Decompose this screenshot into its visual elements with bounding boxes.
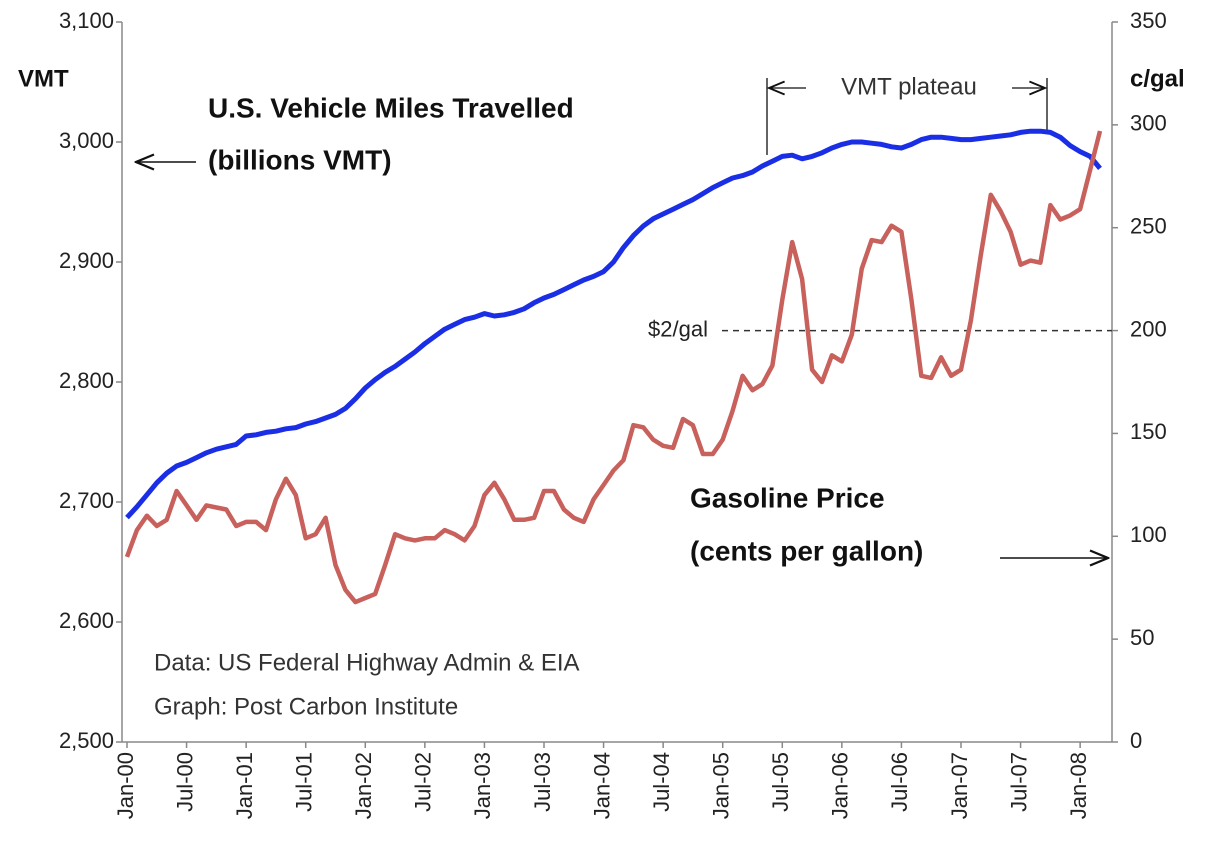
x-tick-label: Jan-01 [232,752,257,819]
y2-tick-label: 100 [1130,522,1167,547]
price-subtitle: (cents per gallon) [690,535,923,566]
credit-note: Graph: Post Carbon Institute [154,693,458,720]
price-title: Gasoline Price [690,482,885,513]
y2-tick-label: 200 [1130,316,1167,341]
x-tick-label: Jan-00 [113,752,138,819]
series-line [124,130,1103,605]
x-tick-label: Jan-02 [351,752,376,819]
y-tick-label: 3,100 [59,8,114,33]
y2-tick-label: 0 [1130,728,1142,753]
x-tick-label: Jan-04 [589,752,614,819]
x-tick-label: Jul-05 [768,752,793,812]
x-tick-label: Jan-03 [470,752,495,819]
x-tick-label: Jan-08 [1066,752,1091,819]
y-tick-label: 2,600 [59,608,114,633]
y2-tick-label: 50 [1130,625,1154,650]
y-axis-label: VMT [18,65,69,92]
y2-axis-label: c/gal [1130,65,1185,92]
plateau-label: VMT plateau [841,73,977,100]
x-tick-label: Jul-03 [530,752,555,812]
vmt-subtitle: (billions VMT) [208,144,392,175]
x-tick-label: Jul-00 [172,752,197,812]
series-line [125,128,1102,520]
y2-tick-label: 150 [1130,419,1167,444]
x-tick-label: Jul-06 [887,752,912,812]
y2-tick-label: 300 [1130,111,1167,136]
x-tick-label: Jan-07 [947,752,972,819]
reference-label: $2/gal [648,316,708,341]
y-tick-label: 2,900 [59,248,114,273]
x-tick-label: Jan-05 [709,752,734,819]
y-tick-label: 3,000 [59,128,114,153]
y-tick-label: 2,700 [59,488,114,513]
y-tick-label: 2,500 [59,728,114,753]
vmt-title: U.S. Vehicle Miles Travelled [208,92,574,123]
x-tick-label: Jul-04 [649,752,674,812]
source-note: Data: US Federal Highway Admin & EIA [154,649,580,676]
y2-tick-label: 250 [1130,214,1167,239]
x-tick-label: Jul-01 [292,752,317,812]
x-tick-label: Jul-02 [411,752,436,812]
y-tick-label: 2,800 [59,368,114,393]
x-tick-label: Jan-06 [828,752,853,819]
y2-tick-label: 350 [1130,8,1167,33]
x-tick-label: Jul-07 [1006,752,1031,812]
